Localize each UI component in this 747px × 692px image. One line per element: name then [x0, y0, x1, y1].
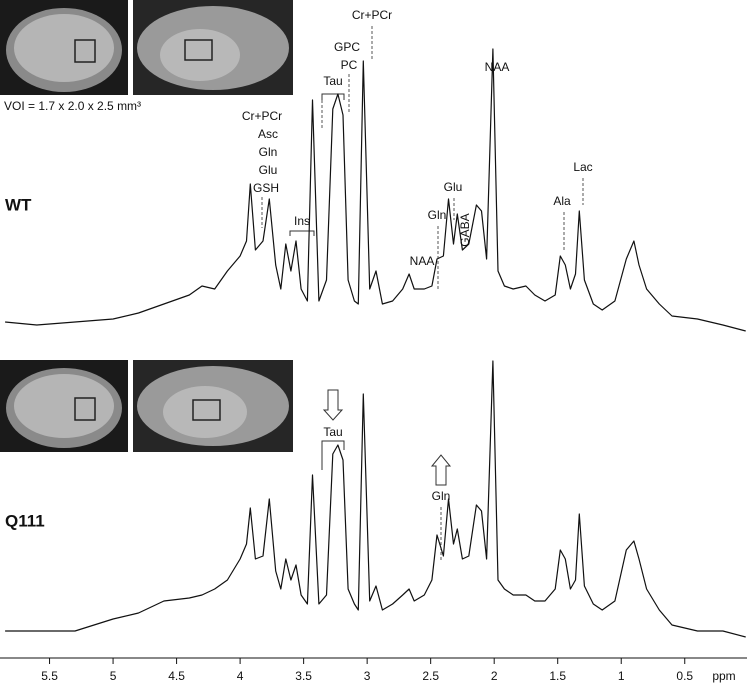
series-label: Q111 [5, 511, 45, 530]
x-tick-label: 1 [618, 669, 625, 683]
x-tick-label: 3 [364, 669, 371, 683]
peak-label: Cr+PCr [352, 8, 392, 22]
mri-insets-wt [0, 0, 293, 95]
x-tick-label: 5.5 [41, 669, 58, 683]
guides [0, 26, 747, 659]
x-tick-label: 4.5 [168, 669, 185, 683]
peak-label: Asc [258, 127, 278, 141]
spectrum [5, 48, 746, 332]
peak-label: Ala [553, 194, 571, 208]
peak-label: Ins [294, 214, 310, 228]
peak-label: Cr+PCr [242, 109, 282, 123]
voi-note: VOI = 1.7 x 2.0 x 2.5 mm³ [4, 99, 141, 113]
spectrum [5, 360, 746, 638]
peak-label: NAA [410, 254, 435, 268]
x-tick-label: 2.5 [422, 669, 439, 683]
peak-label: PC [341, 58, 358, 72]
peak-label: Gln [428, 208, 447, 222]
peak-label: Glu [444, 180, 463, 194]
series-label: WT [5, 195, 32, 214]
peak-label: Tau [323, 425, 342, 439]
peak-label: GSH [253, 181, 279, 195]
peak-label: GPC [334, 40, 360, 54]
peak-label: Gln [259, 145, 278, 159]
x-tick-label: 0.5 [676, 669, 693, 683]
peak-label: Gln [432, 489, 451, 503]
x-tick-label: 2 [491, 669, 498, 683]
x-tick-label: 5 [110, 669, 117, 683]
peak-label: Tau [323, 74, 342, 88]
mri-insets-q111 [0, 360, 293, 452]
peak-label: NAA [485, 60, 510, 74]
x-tick-label: 3.5 [295, 669, 312, 683]
x-tick-label: 1.5 [549, 669, 566, 683]
peak-label: Glu [259, 163, 278, 177]
peak-label: GABA [458, 213, 472, 246]
x-tick-label: 4 [237, 669, 244, 683]
x-axis-label: ppm [712, 669, 735, 683]
peak-label: Lac [573, 160, 592, 174]
